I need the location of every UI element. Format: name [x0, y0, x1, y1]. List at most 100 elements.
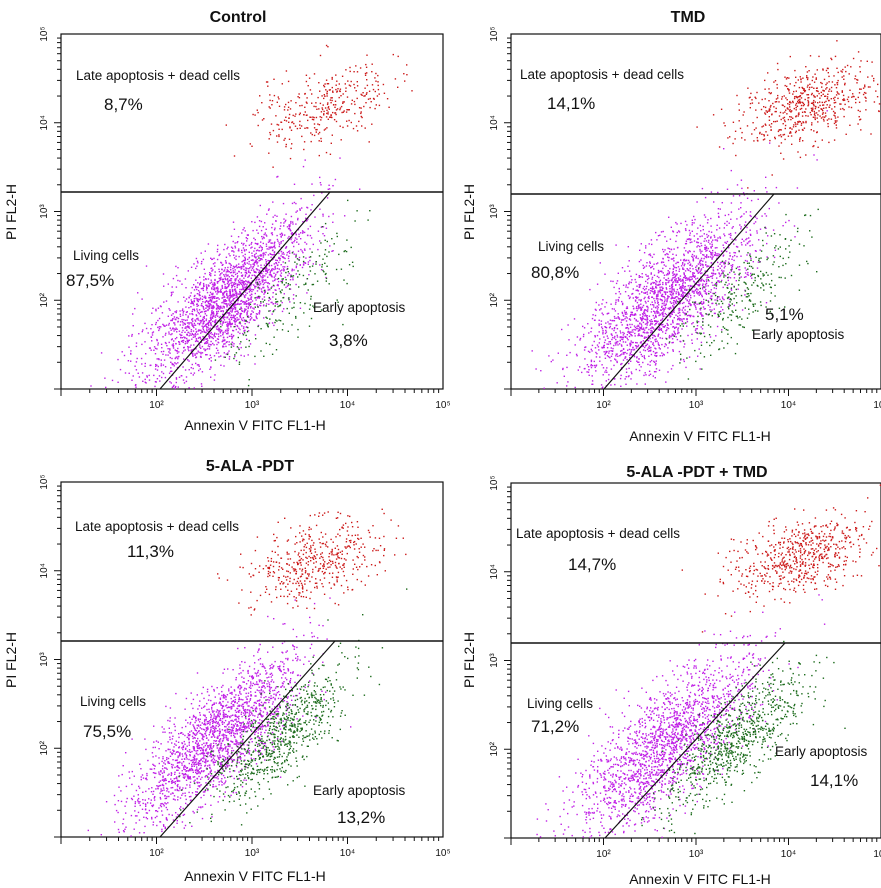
event-point: [174, 386, 176, 388]
event-point: [227, 270, 229, 273]
event-point: [301, 250, 303, 252]
event-point: [245, 244, 247, 247]
event-point: [273, 244, 276, 246]
event-point: [223, 365, 225, 367]
event-point: [714, 254, 716, 256]
event-point: [210, 331, 212, 334]
event-point: [226, 294, 228, 296]
event-point: [279, 304, 282, 306]
event-point: [290, 222, 292, 224]
event-point: [694, 301, 697, 303]
event-point: [260, 288, 263, 290]
event-point: [198, 336, 200, 339]
event-point: [608, 374, 610, 376]
event-point: [372, 88, 375, 91]
event-point: [642, 267, 645, 269]
event-point: [178, 355, 180, 358]
event-point: [697, 332, 699, 335]
event-point: [240, 300, 242, 302]
event-point: [248, 274, 250, 277]
event-point: [179, 280, 181, 282]
event-point: [212, 301, 214, 303]
event-point: [712, 266, 714, 269]
event-point: [666, 252, 668, 255]
event-point: [288, 227, 291, 230]
event-point: [202, 336, 204, 338]
event-point: [243, 288, 245, 290]
event-point: [280, 236, 282, 238]
event-point: [284, 257, 286, 260]
event-point: [220, 310, 222, 312]
event-point: [278, 242, 280, 244]
event-point: [297, 96, 299, 98]
event-point: [171, 362, 173, 365]
event-point: [200, 329, 202, 332]
event-point: [201, 305, 203, 307]
event-point: [686, 289, 688, 291]
event-point: [241, 274, 244, 276]
event-point: [687, 269, 689, 271]
event-point: [668, 342, 670, 344]
event-point: [667, 307, 669, 310]
event-point: [316, 280, 319, 282]
event-point: [230, 335, 232, 337]
event-point: [633, 314, 635, 316]
event-point: [709, 306, 711, 308]
event-point: [271, 313, 273, 315]
event-point: [651, 334, 654, 336]
event-point: [274, 305, 276, 307]
event-point: [664, 305, 666, 307]
event-point: [258, 288, 261, 290]
event-point: [237, 336, 239, 339]
event-point: [231, 294, 233, 296]
event-point: [602, 331, 604, 334]
event-point: [242, 293, 244, 296]
event-point: [756, 230, 758, 232]
event-point: [218, 330, 220, 332]
event-point: [181, 318, 183, 321]
event-point: [376, 95, 379, 97]
event-point: [248, 251, 250, 253]
event-point: [613, 344, 615, 347]
event-point: [713, 234, 715, 237]
event-point: [203, 276, 205, 278]
event-point: [254, 271, 256, 273]
event-point: [292, 294, 295, 296]
event-point: [286, 226, 289, 228]
event-point: [219, 331, 221, 333]
event-point: [215, 319, 217, 321]
event-point: [291, 324, 293, 326]
event-point: [711, 281, 713, 284]
event-point: [711, 275, 713, 277]
event-point: [196, 318, 198, 320]
event-point: [671, 334, 673, 337]
event-point: [668, 307, 671, 309]
event-point: [697, 263, 700, 265]
event-point: [682, 285, 684, 287]
event-point: [690, 238, 692, 240]
event-point: [715, 335, 717, 337]
event-point: [307, 119, 309, 122]
event-point: [778, 307, 781, 309]
event-point: [661, 287, 664, 289]
event-point: [661, 312, 663, 314]
event-point: [175, 381, 177, 384]
event-point: [703, 257, 705, 260]
event-point: [302, 165, 305, 168]
event-point: [241, 261, 243, 263]
event-point: [691, 339, 693, 341]
event-point: [635, 368, 637, 371]
event-point: [243, 320, 245, 322]
event-point: [257, 232, 259, 234]
event-point: [282, 256, 285, 259]
event-point: [594, 308, 597, 311]
event-point: [634, 299, 637, 301]
event-point: [205, 297, 207, 300]
event-point: [228, 283, 230, 286]
event-point: [256, 109, 258, 111]
event-point: [664, 293, 667, 296]
event-point: [251, 290, 253, 293]
event-point: [652, 291, 654, 293]
event-point: [616, 317, 618, 319]
event-point: [339, 88, 342, 90]
